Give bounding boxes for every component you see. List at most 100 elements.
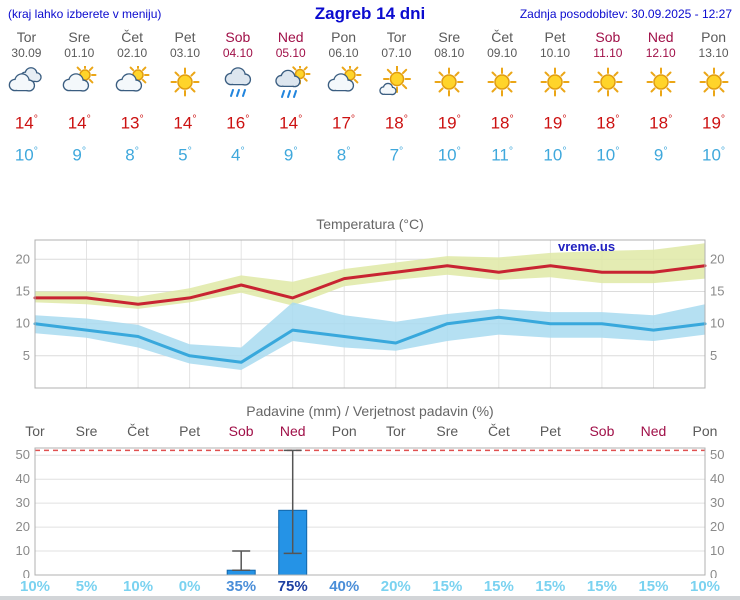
precip-probability: 40% (329, 578, 360, 595)
rain-icon (218, 61, 258, 105)
menu-hint: (kraj lahko izberete v meniju) (8, 7, 162, 21)
day-name-label: Pon (331, 29, 357, 45)
day-name-label: Ned (277, 29, 304, 45)
partly-icon (324, 61, 364, 105)
day-date-label: 30.09 (11, 46, 42, 60)
precip-day-label: Tor (25, 423, 45, 439)
day-name-label: Ned (647, 29, 674, 45)
svg-text:10: 10 (710, 316, 724, 331)
svg-text:15: 15 (16, 284, 30, 299)
svg-text:10: 10 (16, 316, 30, 331)
day-date-label: 07.10 (381, 46, 412, 60)
sunny-icon (165, 61, 205, 105)
tmax-label: 18° (384, 113, 408, 133)
sunny-icon (535, 61, 575, 105)
precip-day-labels: Tor Sre Čet Pet Sob Ned Pon Tor Sre Čet Pet Sob Ned P… (0, 423, 740, 441)
precip-day-label: Čet (127, 423, 149, 439)
sunny-icon (641, 61, 681, 105)
bottom-strip (0, 596, 740, 600)
day-name-label: Čet (121, 29, 144, 45)
precip-probability-row: 10% 5% 10% 0% 35% 75% 40% 20% 15% 15% 15% 15% 15% 10% (0, 578, 740, 596)
precipitation-chart: 0 0 10 10 20 20 30 30 40 40 50 50 (16, 447, 725, 578)
precip-day-label: Tor (386, 423, 406, 439)
precip-probability: 75% (277, 578, 308, 595)
precip-probability: 15% (638, 578, 669, 595)
tmax-label: 14° (279, 113, 303, 133)
tmax-label: 14° (14, 113, 38, 133)
day-date-label: 13.10 (698, 46, 729, 60)
day-date-label: 09.10 (487, 46, 518, 60)
day-date-label: 10.10 (539, 46, 570, 60)
tmin-label: 10° (596, 144, 620, 165)
svg-text:0: 0 (23, 567, 30, 578)
precip-chart-title: Padavine (mm) / Verjetnost padavin (%) (246, 403, 494, 419)
precip-day-label: Sre (75, 423, 98, 439)
sunny-icon (588, 61, 628, 105)
svg-text:50: 50 (16, 447, 30, 462)
last-updated: Zadnja posodobitev: 30.09.2025 - 12:27 (519, 7, 732, 21)
rain-sun-icon (271, 61, 311, 105)
day-date-label: 04.10 (222, 46, 253, 60)
precip-probability: 15% (432, 578, 463, 595)
day-column: Sob 11.10 18° 10° (581, 28, 634, 168)
day-name-label: Pet (544, 29, 566, 45)
tmin-label: 9° (283, 144, 298, 165)
day-column: Ned 12.10 18° 9° (634, 28, 687, 168)
day-name-label: Tor (16, 29, 37, 45)
tmin-label: 9° (653, 144, 668, 165)
cloudy-icon (6, 61, 46, 105)
precip-probability: 15% (483, 578, 514, 595)
day-column: Pet 10.10 19° 10° (529, 28, 582, 168)
watermark-link[interactable]: vreme.us (558, 239, 615, 254)
precip-day-label: Sob (589, 423, 615, 439)
svg-text:5: 5 (710, 348, 717, 363)
precip-day-label: Ned (279, 423, 306, 439)
precip-probability: 35% (226, 578, 257, 595)
svg-text:20: 20 (16, 251, 30, 266)
tmax-label: 17° (332, 113, 356, 133)
precip-day-label: Ned (640, 423, 667, 439)
sunny-icon (482, 61, 522, 105)
precip-probability: 15% (535, 578, 566, 595)
svg-text:10: 10 (16, 543, 30, 558)
tmin-label: 4° (231, 144, 245, 165)
tmin-label: 10° (543, 144, 567, 165)
svg-text:20: 20 (710, 519, 724, 534)
tmin-label: 9° (72, 144, 87, 165)
partly-icon (59, 61, 99, 105)
day-name-label: Pet (174, 29, 196, 45)
svg-text:20: 20 (16, 519, 30, 534)
precip-probability: 20% (380, 578, 411, 595)
precip-probability: 10% (689, 578, 721, 595)
day-name-label: Pon (701, 29, 727, 45)
day-column: Pon 06.10 17° 8° (317, 28, 370, 168)
tmin-label: 10° (702, 144, 726, 165)
precip-day-label: Pet (539, 423, 561, 439)
tmax-label: 18° (649, 113, 673, 133)
day-date-label: 05.10 (275, 46, 306, 60)
day-date-label: 02.10 (117, 46, 148, 60)
day-date-label: 08.10 (434, 46, 465, 60)
day-name-label: Sre (438, 29, 461, 45)
day-column: Tor 30.09 14° 10° (0, 28, 53, 168)
svg-text:20: 20 (710, 251, 724, 266)
temperature-chart: 5 5 10 10 15 15 20 20 vreme.us (16, 239, 724, 389)
temp-chart-title: Temperatura (°C) (316, 216, 424, 232)
precip-probability: 5% (75, 578, 98, 595)
precip-day-label: Sob (228, 423, 254, 439)
day-date-label: 12.10 (645, 46, 676, 60)
page-title: Zagreb 14 dni (314, 4, 426, 23)
svg-text:0: 0 (710, 567, 717, 578)
tmax-label: 16° (226, 113, 250, 133)
day-column: Pet 03.10 14° 5° (159, 28, 212, 168)
tmax-label: 18° (490, 113, 514, 133)
day-column: Sob 04.10 16° 4° (211, 28, 264, 168)
tmax-label: 14° (173, 113, 197, 133)
precip-day-label: Pet (179, 423, 201, 439)
day-date-label: 06.10 (328, 46, 359, 60)
day-column: Čet 02.10 13° 8° (106, 28, 159, 168)
tmax-label: 14° (67, 113, 91, 133)
day-name-label: Sre (68, 29, 91, 45)
svg-text:15: 15 (710, 284, 724, 299)
precip-day-label: Čet (487, 423, 510, 439)
